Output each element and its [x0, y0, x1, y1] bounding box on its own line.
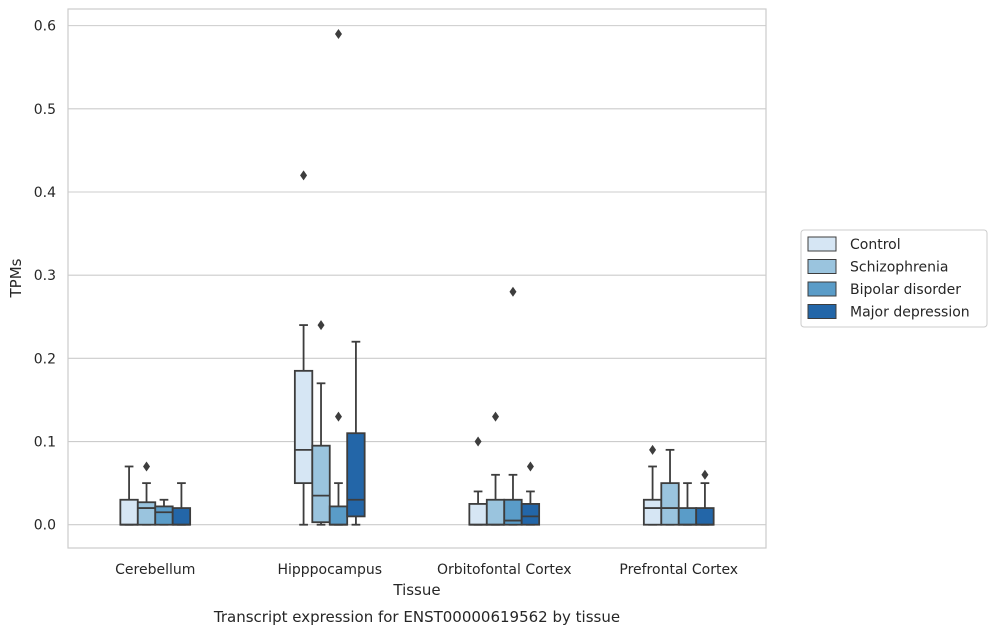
outlier-point: [143, 461, 151, 472]
box-schizophrenia: [136, 461, 157, 526]
outlier-point: [509, 286, 517, 297]
outlier-point: [334, 28, 342, 39]
outlier-point: [334, 411, 342, 422]
box-major-depression: [346, 340, 366, 526]
legend: Control Schizophrenia Bipolar disorder Majo…: [800, 229, 988, 328]
box-body: [677, 507, 698, 526]
legend-label: Bipolar disorder: [850, 282, 961, 298]
x-tick-label: Prefrontal Cortex: [619, 562, 738, 578]
outlier-point: [701, 469, 709, 480]
x-axis-title: Tissue: [392, 581, 440, 599]
outlier-point: [317, 320, 325, 331]
outlier-point: [300, 170, 308, 181]
box-body: [485, 498, 506, 526]
box-body: [171, 507, 192, 526]
box-plot-marks: [119, 28, 715, 526]
y-axis-ticks: 0.0 0.1 0.2 0.3 0.4 0.5 0.6: [34, 19, 56, 534]
outlier-point: [649, 444, 657, 455]
box-body: [468, 503, 488, 526]
box-control: [642, 444, 663, 526]
outlier-point: [492, 411, 500, 422]
y-tick-label: 0.2: [34, 351, 56, 367]
legend-label: Control: [850, 237, 901, 253]
outlier-point: [474, 436, 482, 447]
box-bipolar-disorder: [328, 28, 349, 526]
y-axis-title: TPMs: [7, 258, 25, 298]
legend-swatch: [807, 236, 837, 252]
y-tick-label: 0.5: [34, 102, 56, 118]
box-major-depression: [171, 482, 192, 526]
box-body: [311, 444, 331, 524]
plot-frame: [67, 8, 767, 549]
box-control: [468, 436, 488, 526]
box-body: [346, 432, 366, 518]
x-tick-label: Orbitofontal Cortex: [437, 562, 572, 578]
box-body: [154, 505, 174, 526]
legend-label: Schizophrenia: [850, 260, 948, 276]
y-tick-label: 0.3: [34, 268, 56, 284]
box-bipolar-disorder: [154, 498, 174, 526]
legend-swatch: [807, 259, 837, 274]
x-tick-label: Hipppocampus: [277, 562, 382, 578]
y-tick-label: 0.6: [34, 19, 56, 35]
box-schizophrenia: [311, 320, 331, 526]
box-control: [293, 170, 314, 526]
legend-swatch: [807, 281, 837, 297]
legend-label: Major depression: [850, 305, 970, 321]
box-major-depression: [520, 461, 541, 526]
box-body: [293, 369, 314, 485]
box-body: [660, 482, 680, 526]
box-body: [328, 505, 349, 526]
legend-frame: [800, 229, 988, 328]
x-axis-ticks: Cerebellum Hipppocampus Orbitofontal Corte…: [115, 562, 738, 578]
gridlines: [68, 25, 766, 526]
x-tick-label: Cerebellum: [115, 562, 195, 578]
box-bipolar-disorder: [677, 482, 698, 526]
box-body: [520, 503, 541, 526]
box-schizophrenia: [660, 448, 680, 526]
box-body: [119, 498, 139, 526]
box-body: [695, 507, 715, 526]
box-body: [136, 501, 157, 526]
box-control: [119, 465, 139, 526]
legend-swatch: [807, 304, 837, 319]
box-bipolar-disorder: [503, 286, 523, 526]
box-major-depression: [695, 469, 715, 526]
box-schizophrenia: [485, 411, 506, 526]
figure-caption: Transcript expression for ENST0000061956…: [213, 608, 620, 626]
box-body: [642, 498, 663, 526]
y-tick-label: 0.0: [34, 518, 56, 534]
y-tick-label: 0.1: [34, 435, 56, 451]
y-tick-label: 0.4: [34, 185, 56, 201]
outlier-point: [526, 461, 534, 472]
